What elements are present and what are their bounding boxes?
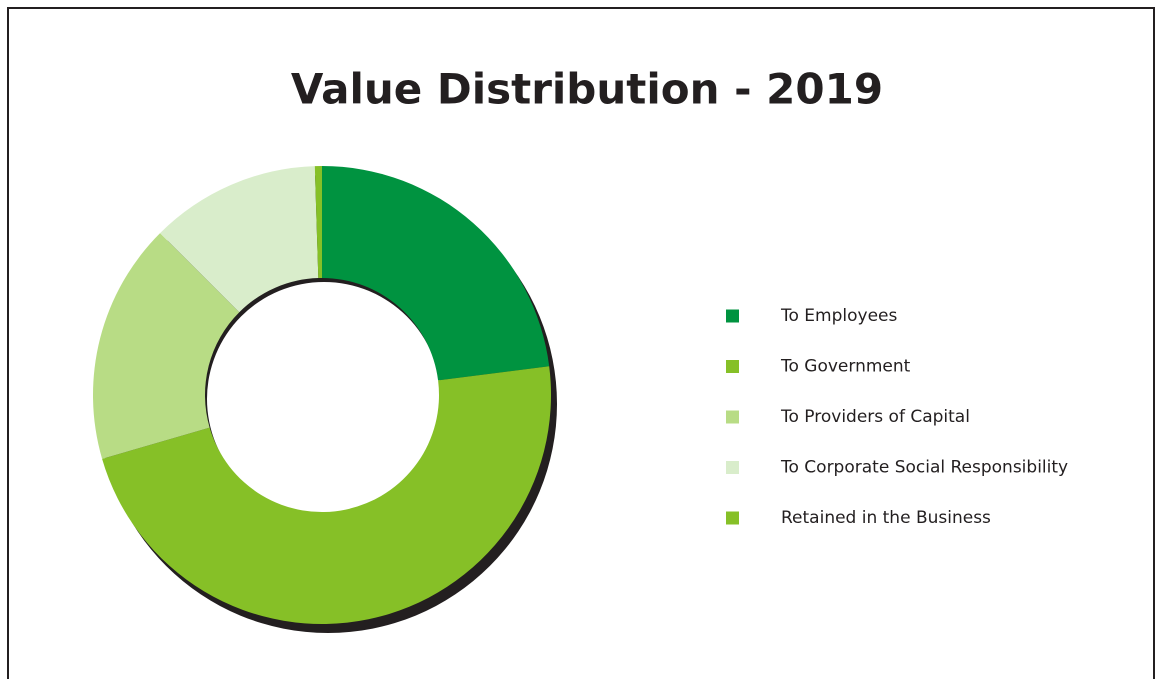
legend-swatch xyxy=(726,461,739,474)
legend-label: To Corporate Social Responsibility xyxy=(780,458,1068,478)
legend-label: To Providers of Capital xyxy=(780,407,970,427)
donut-slice xyxy=(322,166,550,381)
legend-label: To Employees xyxy=(780,306,897,326)
donut-slice xyxy=(102,366,552,625)
donut-slice xyxy=(160,166,319,313)
donut-slice xyxy=(93,233,240,459)
legend-swatch xyxy=(726,410,739,424)
donut-slice xyxy=(314,166,322,279)
legend-swatch xyxy=(726,309,739,323)
legend-label: Retained in the Business xyxy=(781,508,991,528)
legend-label: To Government xyxy=(780,357,911,377)
chart-title: Value Distribution - 2019 xyxy=(291,65,883,114)
legend-swatch xyxy=(726,360,739,373)
legend-swatch xyxy=(726,511,739,525)
